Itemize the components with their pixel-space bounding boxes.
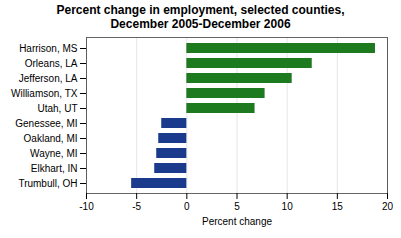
svg-text:-10: -10 — [79, 201, 94, 212]
svg-text:Oakland, MI: Oakland, MI — [24, 133, 78, 144]
svg-text:Harrison, MS: Harrison, MS — [19, 43, 78, 54]
svg-text:Jefferson, LA: Jefferson, LA — [19, 73, 78, 84]
svg-text:Williamson, TX: Williamson, TX — [11, 88, 78, 99]
svg-text:Orleans, LA: Orleans, LA — [25, 58, 78, 69]
svg-text:20: 20 — [382, 201, 394, 212]
svg-text:Percent change: Percent change — [202, 216, 272, 227]
svg-text:0: 0 — [184, 201, 190, 212]
svg-text:-5: -5 — [132, 201, 141, 212]
svg-text:Utah, UT: Utah, UT — [37, 103, 77, 114]
svg-text:Trumbull, OH: Trumbull, OH — [18, 178, 77, 189]
svg-text:5: 5 — [234, 201, 240, 212]
svg-text:15: 15 — [332, 201, 344, 212]
svg-text:Genessee, MI: Genessee, MI — [15, 118, 77, 129]
svg-text:10: 10 — [282, 201, 294, 212]
svg-text:Wayne, MI: Wayne, MI — [30, 148, 77, 159]
svg-text:Elkhart, IN: Elkhart, IN — [31, 163, 78, 174]
html-text:Percent change in employment,: Percent change in employment, selected c… — [56, 3, 345, 31]
